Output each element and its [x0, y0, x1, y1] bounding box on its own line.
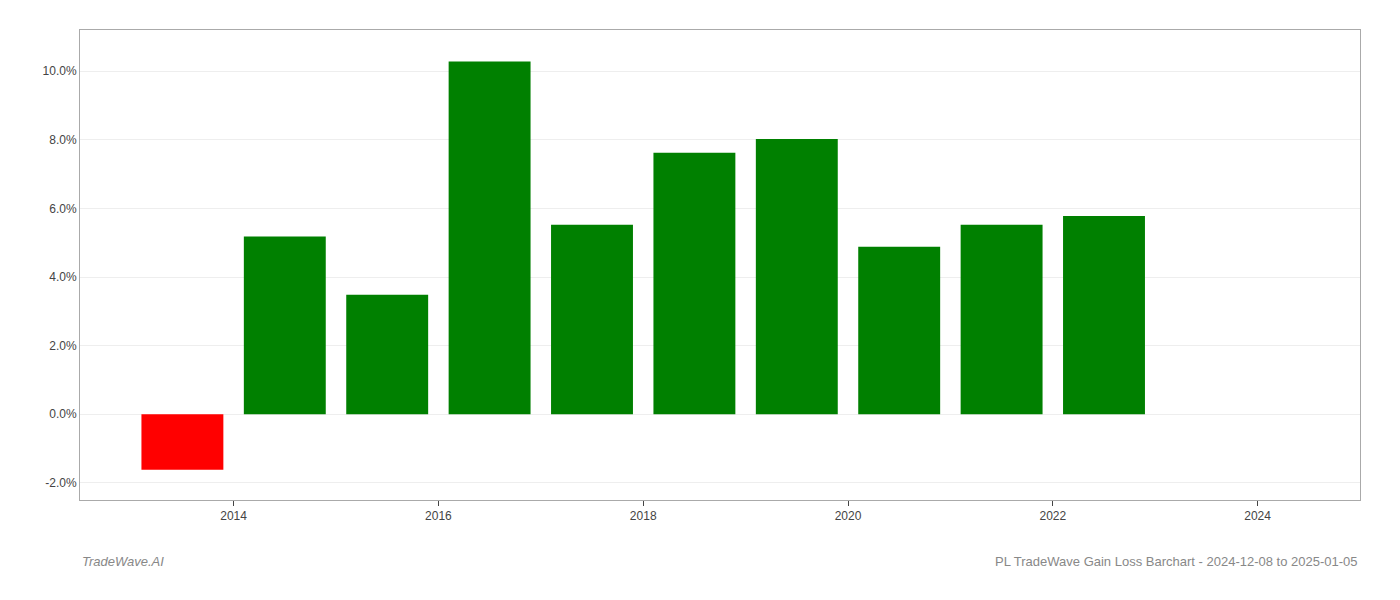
svg-text:6.0%: 6.0% [49, 202, 77, 216]
svg-text:4.0%: 4.0% [49, 270, 77, 284]
svg-text:8.0%: 8.0% [49, 133, 77, 147]
svg-text:2018: 2018 [630, 509, 657, 523]
svg-text:2.0%: 2.0% [49, 339, 77, 353]
svg-text:10.0%: 10.0% [43, 64, 77, 78]
svg-text:2022: 2022 [1039, 509, 1066, 523]
svg-text:0.0%: 0.0% [49, 407, 77, 421]
svg-text:2020: 2020 [835, 509, 862, 523]
svg-text:TradeWave.AI: TradeWave.AI [82, 554, 164, 569]
svg-text:2014: 2014 [220, 509, 247, 523]
svg-text:-2.0%: -2.0% [45, 476, 77, 490]
svg-text:PL TradeWave Gain Loss Barchar: PL TradeWave Gain Loss Barchart - 2024-1… [995, 554, 1358, 569]
svg-text:2016: 2016 [425, 509, 452, 523]
svg-text:2024: 2024 [1244, 509, 1271, 523]
